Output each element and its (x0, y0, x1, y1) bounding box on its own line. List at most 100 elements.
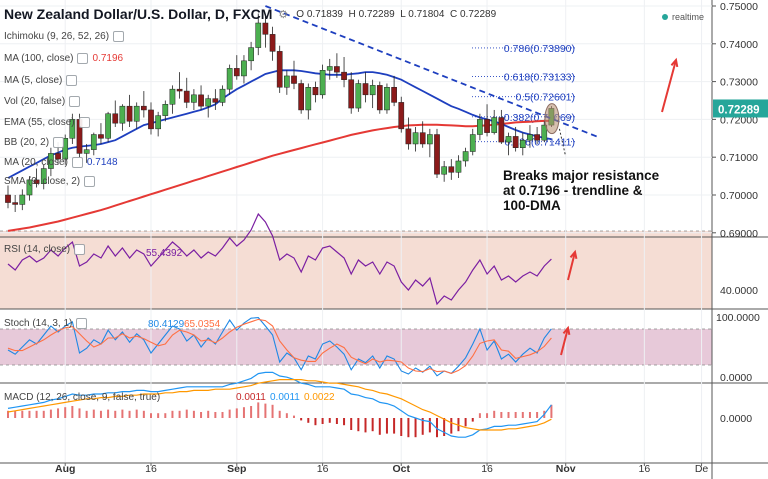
low-value: 0.71804 (408, 8, 445, 20)
settings-gear-icon[interactable]: ⚙ (278, 8, 289, 21)
candle-body (83, 149, 90, 154)
stoch-k-value: 80.4129 (148, 319, 185, 330)
close-value: 0.72289 (460, 8, 497, 20)
candle-body (248, 47, 254, 62)
candle-body (183, 90, 190, 103)
candle-body (191, 94, 197, 103)
rsi-legend[interactable]: RSI (14, close) (4, 244, 86, 255)
candle-body (519, 139, 526, 149)
candle-body (40, 168, 47, 184)
ohlc-readout: O 0.71839 H 0.72289 L 0.71804 C 0.72289 (296, 8, 497, 20)
candle-body (69, 119, 76, 139)
time-axis-label: Nov (556, 463, 576, 475)
indicator-ema55[interactable]: EMA (55, close) (4, 117, 90, 128)
candle-body (205, 98, 212, 107)
fib-level-label: 0.5(0.72601) (515, 92, 575, 104)
candle-body (12, 202, 18, 205)
eye-icon[interactable] (113, 31, 125, 42)
candle-body (198, 94, 204, 107)
candle-body (427, 134, 433, 145)
indicator-sma9[interactable]: SMA (9, close, 2) (4, 176, 96, 187)
price-axis-label: 0.74000 (720, 39, 758, 51)
price-axis-label: 0.70000 (720, 190, 758, 202)
candle-body (148, 109, 154, 130)
eye-icon[interactable] (76, 318, 88, 329)
candle-body (469, 134, 476, 152)
macd-axis-label: 0.0000 (720, 413, 752, 425)
candle-body (226, 68, 233, 90)
candle-body (5, 194, 11, 203)
candle-body (348, 79, 355, 109)
fib-level-label: 0.618(0.73133) (504, 72, 575, 84)
bullish-arrow-stoch (560, 327, 569, 356)
price-axis-label: 0.71000 (720, 152, 758, 164)
breakout-highlight (544, 103, 560, 135)
indicator-volume[interactable]: Vol (20, false) (4, 96, 81, 107)
current-price-label: 0.72289 (718, 104, 760, 116)
indicator-ma5[interactable]: MA (5, close) (4, 75, 78, 86)
current-price-tag (713, 99, 768, 118)
candle-body (312, 87, 319, 96)
indicator-ichimoku[interactable]: Ichimoku (9, 26, 52, 26) (4, 31, 125, 42)
candle-body (391, 87, 397, 103)
candle-body (133, 105, 140, 122)
candle-body (284, 75, 290, 88)
candle-body (119, 105, 126, 124)
candle-body (541, 124, 548, 141)
price-axis-label: 0.73000 (720, 77, 758, 89)
candle-body (534, 134, 540, 141)
eye-icon[interactable] (71, 157, 83, 168)
candle-body (369, 85, 376, 96)
candle-body (48, 153, 54, 169)
candle-body (162, 104, 169, 116)
time-axis-label: De (695, 463, 709, 475)
eye-icon[interactable] (77, 53, 89, 64)
price-axis-label: 0.75000 (720, 1, 758, 13)
rsi-band (0, 231, 712, 309)
time-axis-label: Sep (227, 463, 246, 475)
ma100-value: 0.7196 (92, 53, 124, 64)
candle-body (90, 134, 97, 150)
eye-icon[interactable] (53, 137, 65, 148)
indicator-bb[interactable]: BB (20, 2) (4, 137, 65, 148)
candle-body (33, 179, 40, 184)
high-value: 0.72289 (358, 8, 395, 20)
time-axis-label: 16 (639, 463, 651, 475)
eye-icon[interactable] (66, 75, 78, 86)
stoch-axis-label-top: 100.0000 (716, 312, 760, 324)
eye-icon[interactable] (69, 96, 81, 107)
candle-body (441, 166, 447, 175)
candle-body (241, 60, 247, 77)
bullish-arrow-rsi-head (569, 249, 578, 260)
macd-legend[interactable]: MACD (12, 26, close, 9, false, true) (4, 392, 161, 403)
candle-body (512, 136, 519, 149)
symbol-title[interactable]: New Zealand Dollar/U.S. Dollar, D, FXCM (4, 6, 273, 22)
time-axis-label: 16 (481, 463, 493, 475)
candle-body (269, 34, 276, 52)
candle-body (262, 22, 269, 35)
indicator-ma20[interactable]: MA (20, close) 0.7148 (4, 157, 118, 168)
eye-icon[interactable] (74, 244, 86, 255)
candle-body (334, 66, 340, 73)
fib-level-label: 0.786(0.73890) (504, 43, 575, 55)
rsi-axis-label: 40.0000 (720, 285, 758, 297)
rsi-line (7, 212, 552, 306)
bullish-arrow-main (661, 59, 677, 113)
candle-body (491, 117, 498, 133)
ma100-line (7, 119, 552, 232)
candle-body (412, 132, 419, 145)
eye-icon[interactable] (78, 117, 90, 128)
candle-body (527, 134, 533, 141)
candle-body (169, 88, 176, 105)
candle-body (155, 115, 162, 130)
stoch-legend[interactable]: Stoch (14, 3, 1) (4, 318, 88, 329)
macd-signal-value: 0.0022 (304, 392, 335, 403)
open-value: 0.71839 (306, 8, 343, 20)
candle-body (112, 113, 119, 124)
indicator-ma100[interactable]: MA (100, close) 0.7196 (4, 53, 124, 64)
eye-icon[interactable] (84, 176, 96, 187)
annotation-pointer (558, 128, 566, 156)
candle-body (19, 194, 26, 205)
realtime-dot-icon (662, 14, 668, 20)
